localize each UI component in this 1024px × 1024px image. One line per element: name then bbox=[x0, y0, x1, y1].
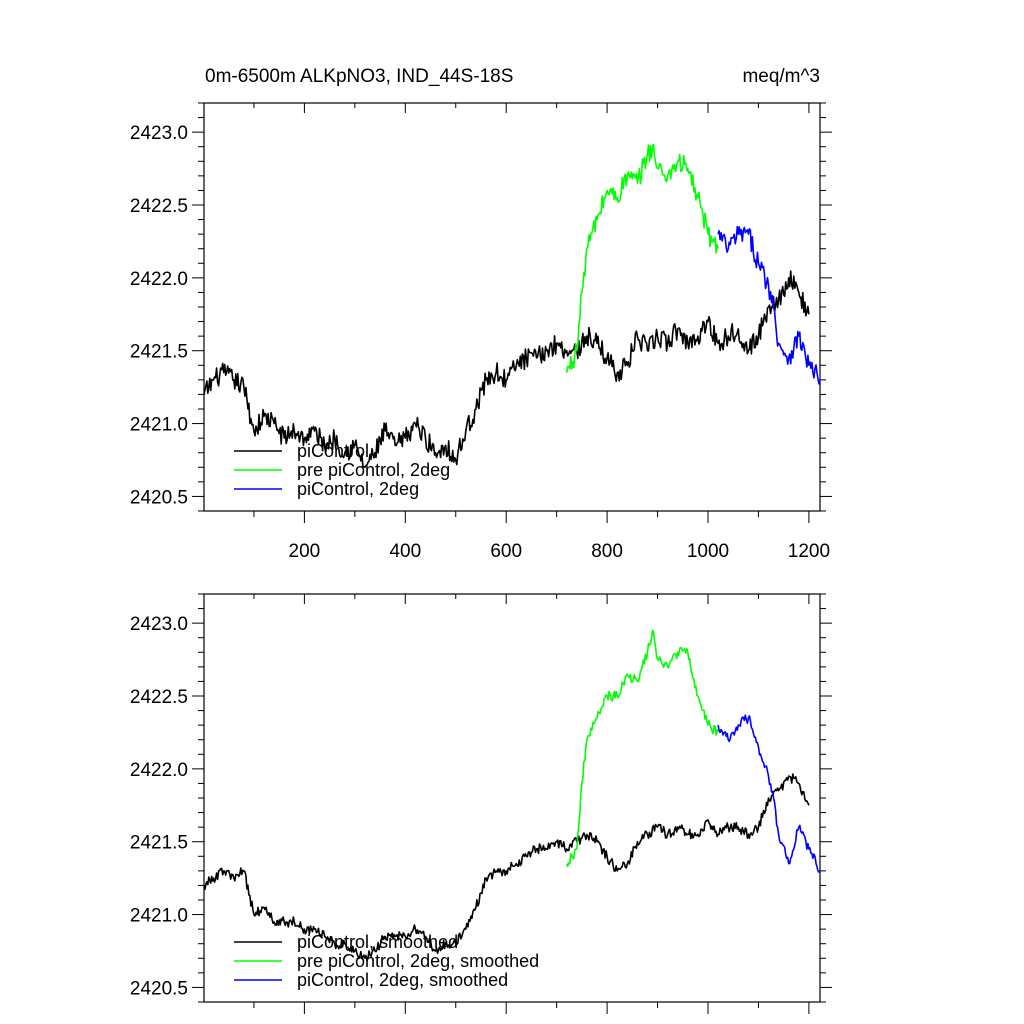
series-line bbox=[717, 225, 821, 385]
legend-label: piControl, smoothed bbox=[297, 932, 458, 952]
series-line bbox=[203, 270, 810, 469]
y-tick-label: 2422.0 bbox=[130, 760, 188, 781]
legend-label: pre piControl, 2deg, smoothed bbox=[297, 951, 539, 971]
legend-label: piControl, 2deg bbox=[297, 479, 419, 499]
y-tick-label: 2421.0 bbox=[130, 906, 188, 927]
series-line bbox=[717, 714, 821, 873]
units-label: meq/m^3 bbox=[742, 66, 820, 87]
series-line bbox=[565, 143, 719, 373]
y-tick-label: 2423.0 bbox=[130, 123, 188, 144]
y-tick-label: 2421.5 bbox=[130, 342, 188, 363]
x-tick-label: 600 bbox=[490, 541, 522, 562]
legend-label: piControl, 2deg, smoothed bbox=[297, 970, 508, 990]
series-line bbox=[565, 629, 719, 868]
legend-label: piControl bbox=[297, 441, 369, 461]
y-tick-label: 2421.5 bbox=[130, 833, 188, 854]
y-tick-label: 2422.5 bbox=[130, 687, 188, 708]
panel-title: 0m-6500m ALKpNO3, IND_44S-18S bbox=[205, 66, 513, 87]
x-tick-label: 400 bbox=[389, 541, 421, 562]
x-tick-label: 1000 bbox=[687, 541, 729, 562]
y-tick-label: 2421.0 bbox=[130, 415, 188, 436]
series-line bbox=[203, 773, 810, 962]
x-tick-label: 1200 bbox=[788, 541, 830, 562]
x-tick-label: 200 bbox=[289, 541, 321, 562]
y-tick-label: 2420.5 bbox=[130, 487, 188, 508]
y-tick-label: 2422.5 bbox=[130, 196, 188, 217]
y-tick-label: 2420.5 bbox=[130, 978, 188, 999]
bottom-panel: 2420.5 2421.0 2421.5 2422.0 2422.5 2423.0 piC… bbox=[130, 593, 832, 1014]
y-tick-label: 2423.0 bbox=[130, 614, 188, 635]
legend-label: pre piControl, 2deg bbox=[297, 460, 450, 480]
x-tick-label: 800 bbox=[591, 541, 623, 562]
y-tick-label: 2422.0 bbox=[130, 269, 188, 290]
top-panel: 0m-6500m ALKpNO3, IND_44S-18S meq/m^3 20… bbox=[130, 66, 832, 562]
